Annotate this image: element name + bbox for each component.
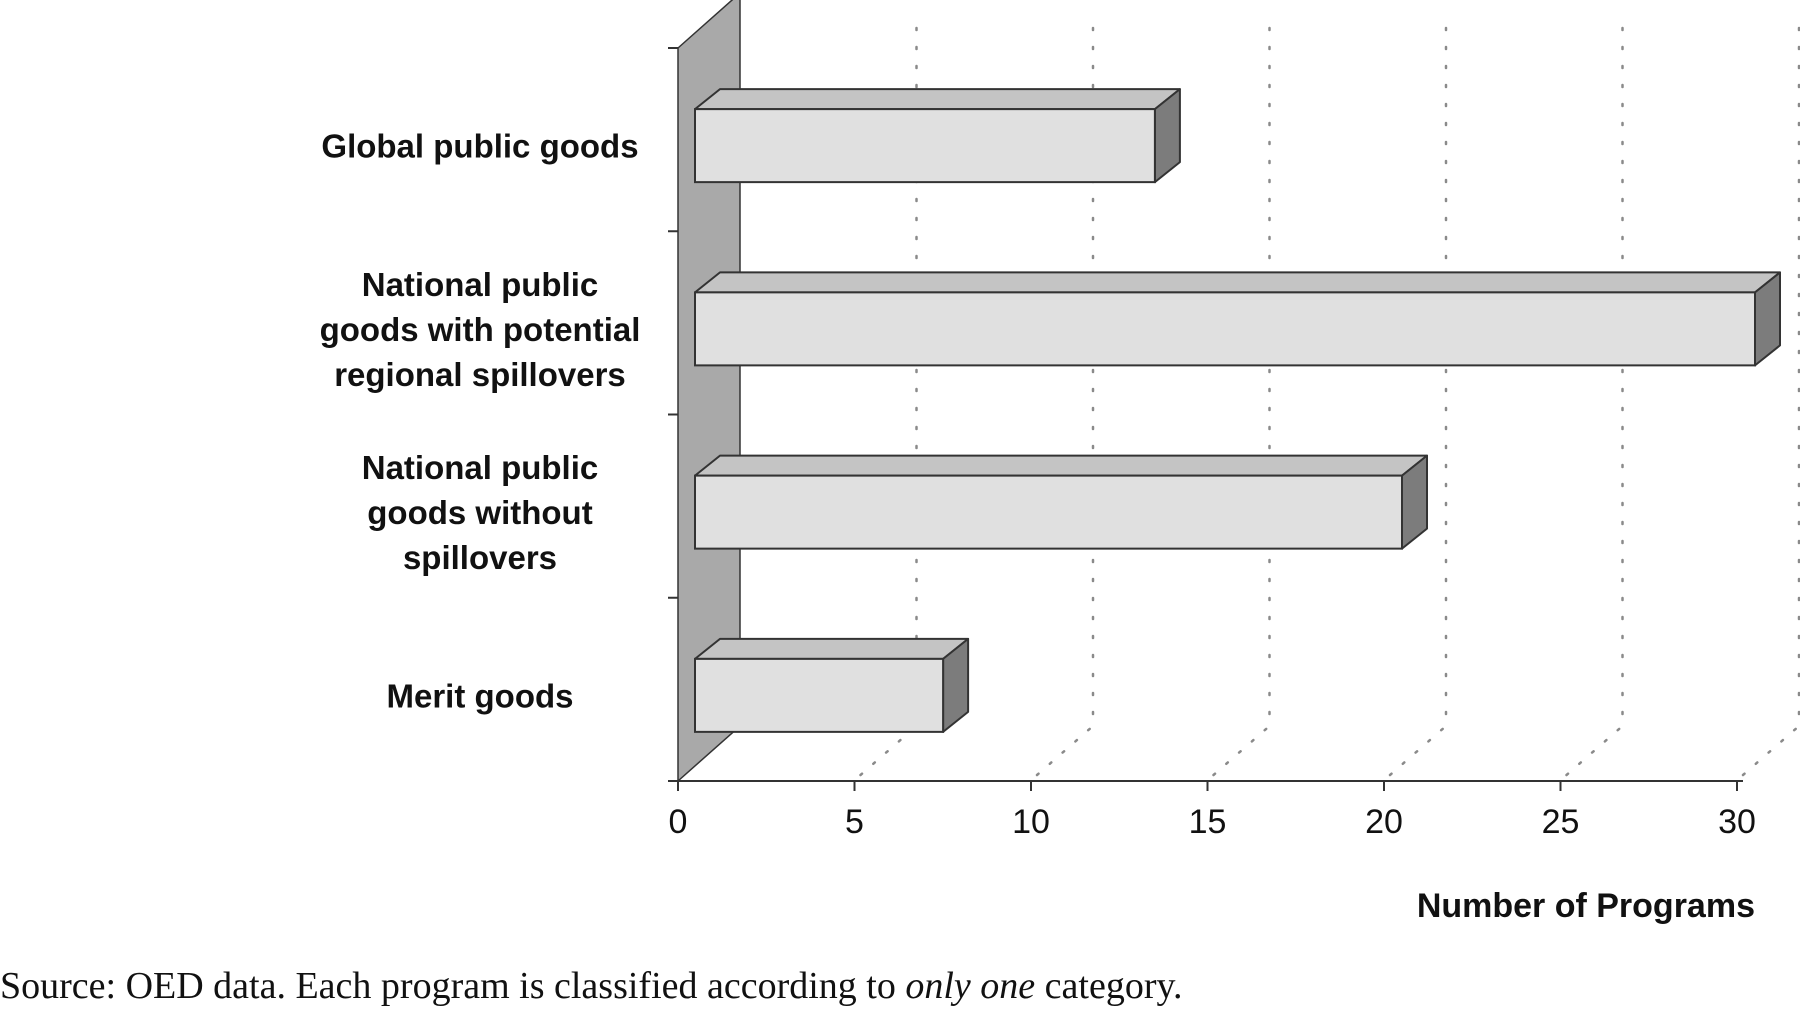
floor-gridline-5 — [859, 724, 918, 777]
category-label-line: National public — [362, 266, 599, 303]
category-label-line: National public — [362, 449, 599, 486]
category-labels: Global public goods National public goods … — [320, 128, 641, 715]
x-tick-label-25: 25 — [1542, 803, 1580, 841]
x-tick-label-15: 15 — [1189, 803, 1227, 841]
category-label-line: Merit goods — [387, 677, 574, 714]
bar-2 — [694, 271, 1781, 367]
source-note: Source: OED data. Each program is classi… — [0, 964, 1183, 1008]
source-note-prefix: Source: OED data. Each program is classi… — [0, 965, 906, 1007]
bar-front-face — [694, 474, 1403, 550]
bar-1 — [694, 88, 1181, 184]
bars — [694, 88, 1781, 733]
bar-top-face — [694, 454, 1428, 477]
bar-front-face — [694, 657, 945, 733]
category-label-4: Merit goods — [387, 677, 574, 714]
floor-gridline-30 — [1741, 724, 1800, 777]
x-axis-title: Number of Programs — [1417, 887, 1755, 925]
category-label-1: Global public goods — [321, 128, 638, 165]
x-tick-label-5: 5 — [845, 803, 864, 841]
x-tick-label-10: 10 — [1012, 803, 1050, 841]
x-tick-label-30: 30 — [1718, 803, 1756, 841]
source-note-emphasis: only one — [905, 965, 1036, 1007]
bar-4 — [694, 637, 970, 733]
x-axis: 0 5 10 15 20 25 30 — [668, 47, 1756, 841]
bar-3 — [694, 454, 1428, 550]
category-label-line: Global public goods — [321, 128, 638, 165]
floor-gridline-25 — [1565, 724, 1624, 777]
bar-top-face — [694, 271, 1781, 294]
source-note-suffix: category. — [1035, 965, 1183, 1007]
bar-top-face — [694, 637, 970, 660]
bar-front-face — [694, 108, 1156, 184]
category-label-2: National public goods with potential regio… — [320, 266, 641, 393]
floor-gridline-20 — [1388, 724, 1448, 777]
category-label-line: spillovers — [403, 539, 557, 576]
bar-front-face — [694, 291, 1756, 367]
x-tick-label-0: 0 — [669, 803, 688, 841]
bar-top-face — [694, 88, 1181, 111]
category-label-3: National public goods without spillovers — [362, 449, 599, 576]
category-label-line: goods with potential — [320, 311, 641, 348]
category-label-line: goods without — [367, 494, 592, 531]
category-label-line: regional spillovers — [334, 356, 626, 393]
floor-gridline-15 — [1212, 724, 1271, 777]
floor-gridline-10 — [1035, 724, 1095, 777]
x-tick-label-20: 20 — [1365, 803, 1403, 841]
